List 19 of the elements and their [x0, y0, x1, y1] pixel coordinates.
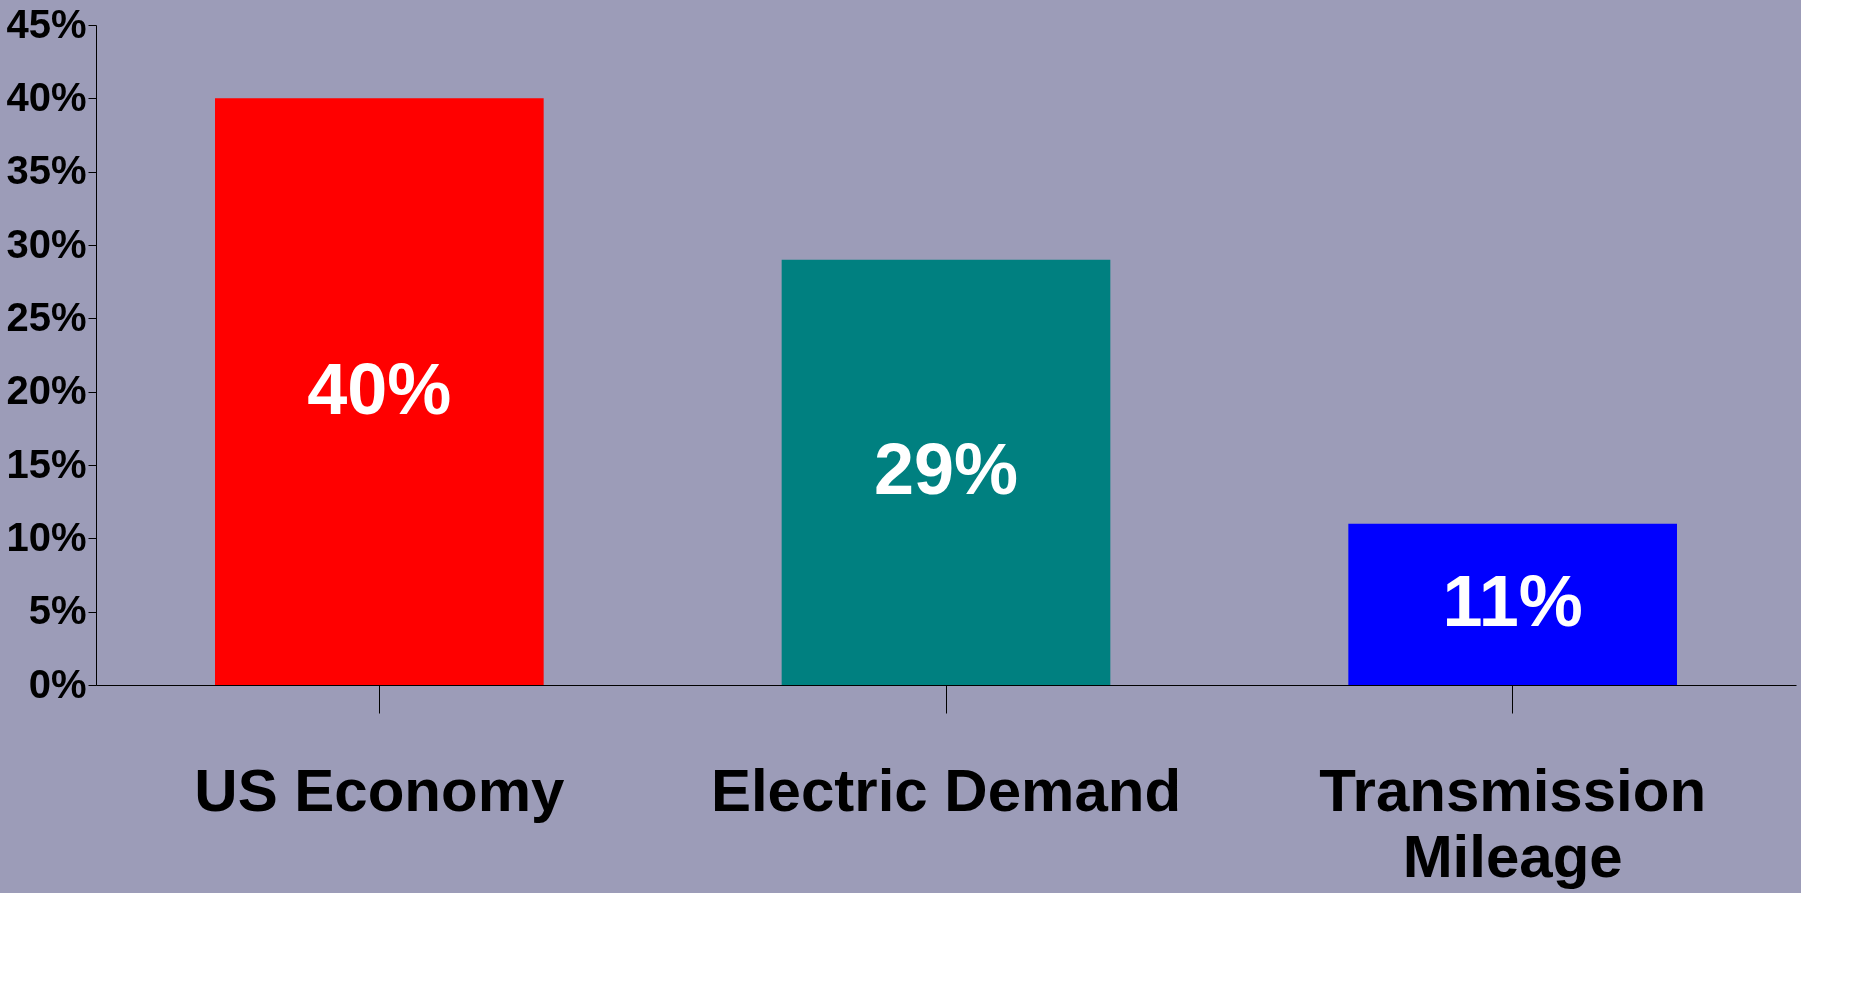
- bar: [1348, 523, 1677, 685]
- y-tick-label: 0%: [28, 661, 87, 706]
- x-tick-label: Transmission Mileage: [1319, 756, 1707, 890]
- x-tick-label: Electric Demand: [710, 756, 1182, 824]
- data-label: 29%: [873, 429, 1019, 510]
- bar: [215, 98, 544, 685]
- y-tick-label: 45%: [6, 1, 87, 46]
- y-tick-label: 30%: [6, 221, 87, 266]
- x-tick-label: US Economy: [194, 756, 565, 824]
- y-tick-label: 20%: [6, 368, 87, 413]
- data-label: 11%: [1442, 561, 1583, 642]
- data-label: 40%: [307, 348, 452, 429]
- y-tick-label: 40%: [6, 74, 87, 119]
- y-tick-label: 10%: [6, 514, 87, 559]
- y-tick-label: 35%: [6, 148, 87, 193]
- bar: [781, 259, 1111, 685]
- y-tick-label: 15%: [6, 441, 87, 486]
- y-tick-label: 5%: [28, 588, 87, 633]
- y-tick-label: 25%: [6, 294, 87, 339]
